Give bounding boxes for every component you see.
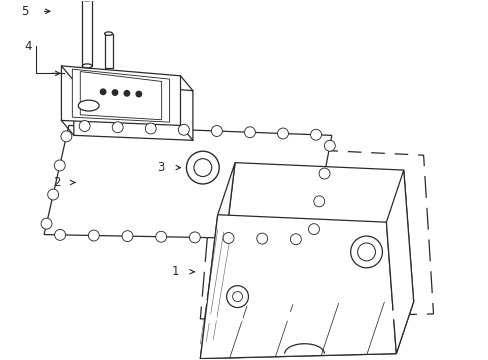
Circle shape bbox=[260, 313, 268, 322]
Circle shape bbox=[277, 128, 288, 139]
Circle shape bbox=[385, 149, 393, 158]
Polygon shape bbox=[200, 145, 433, 319]
Polygon shape bbox=[74, 81, 192, 140]
Circle shape bbox=[203, 228, 212, 237]
Circle shape bbox=[285, 312, 295, 321]
Circle shape bbox=[189, 232, 200, 243]
Circle shape bbox=[124, 91, 129, 96]
Circle shape bbox=[244, 143, 253, 151]
Circle shape bbox=[425, 262, 434, 271]
Circle shape bbox=[291, 145, 300, 154]
Circle shape bbox=[55, 229, 65, 240]
Circle shape bbox=[310, 129, 321, 140]
Circle shape bbox=[319, 168, 329, 179]
Circle shape bbox=[112, 122, 123, 133]
Text: 5: 5 bbox=[21, 5, 29, 18]
Circle shape bbox=[408, 150, 417, 159]
Circle shape bbox=[312, 312, 321, 321]
Circle shape bbox=[221, 141, 230, 150]
Circle shape bbox=[178, 124, 189, 135]
Circle shape bbox=[419, 167, 428, 176]
Circle shape bbox=[186, 151, 219, 184]
Circle shape bbox=[417, 310, 426, 319]
Bar bbox=[82, 0, 92, 66]
Circle shape bbox=[338, 311, 347, 320]
Text: 2: 2 bbox=[53, 176, 60, 189]
Circle shape bbox=[88, 230, 99, 241]
Polygon shape bbox=[80, 72, 162, 120]
Ellipse shape bbox=[82, 64, 92, 68]
Polygon shape bbox=[44, 125, 331, 239]
Ellipse shape bbox=[78, 100, 99, 111]
Circle shape bbox=[209, 158, 218, 167]
Polygon shape bbox=[386, 170, 413, 354]
Text: 4: 4 bbox=[24, 40, 31, 53]
Circle shape bbox=[211, 126, 222, 136]
Circle shape bbox=[100, 89, 105, 95]
Circle shape bbox=[145, 123, 156, 134]
Circle shape bbox=[194, 159, 211, 176]
Circle shape bbox=[61, 131, 72, 142]
Circle shape bbox=[267, 144, 276, 153]
Ellipse shape bbox=[104, 32, 112, 35]
Circle shape bbox=[390, 310, 399, 319]
Circle shape bbox=[314, 146, 323, 155]
Circle shape bbox=[361, 148, 370, 157]
Circle shape bbox=[48, 189, 59, 200]
Ellipse shape bbox=[82, 0, 92, 1]
Circle shape bbox=[324, 140, 335, 151]
Circle shape bbox=[54, 160, 65, 171]
Circle shape bbox=[200, 262, 209, 271]
Circle shape bbox=[290, 234, 301, 245]
Circle shape bbox=[313, 196, 324, 207]
Circle shape bbox=[112, 90, 118, 95]
Circle shape bbox=[206, 193, 215, 202]
Polygon shape bbox=[200, 163, 235, 359]
Circle shape bbox=[256, 233, 267, 244]
Circle shape bbox=[244, 127, 255, 138]
Circle shape bbox=[122, 231, 133, 242]
Polygon shape bbox=[217, 163, 413, 306]
Polygon shape bbox=[200, 302, 413, 359]
Circle shape bbox=[364, 311, 373, 320]
Circle shape bbox=[427, 294, 436, 302]
Circle shape bbox=[226, 286, 248, 307]
Circle shape bbox=[350, 236, 382, 268]
Circle shape bbox=[233, 314, 242, 323]
Circle shape bbox=[223, 233, 234, 243]
Circle shape bbox=[197, 297, 206, 306]
Circle shape bbox=[41, 218, 52, 229]
Polygon shape bbox=[72, 69, 169, 122]
Circle shape bbox=[207, 314, 216, 323]
Text: 3: 3 bbox=[157, 161, 164, 174]
Circle shape bbox=[308, 224, 319, 235]
Circle shape bbox=[421, 198, 430, 207]
Circle shape bbox=[338, 147, 346, 156]
Circle shape bbox=[423, 230, 432, 239]
Circle shape bbox=[79, 121, 90, 131]
Polygon shape bbox=[61, 66, 180, 125]
Polygon shape bbox=[200, 215, 395, 359]
Circle shape bbox=[232, 292, 242, 302]
Bar bbox=[104, 33, 112, 68]
Circle shape bbox=[136, 91, 141, 97]
Circle shape bbox=[155, 231, 166, 242]
Circle shape bbox=[357, 243, 375, 261]
Text: 1: 1 bbox=[171, 265, 179, 278]
